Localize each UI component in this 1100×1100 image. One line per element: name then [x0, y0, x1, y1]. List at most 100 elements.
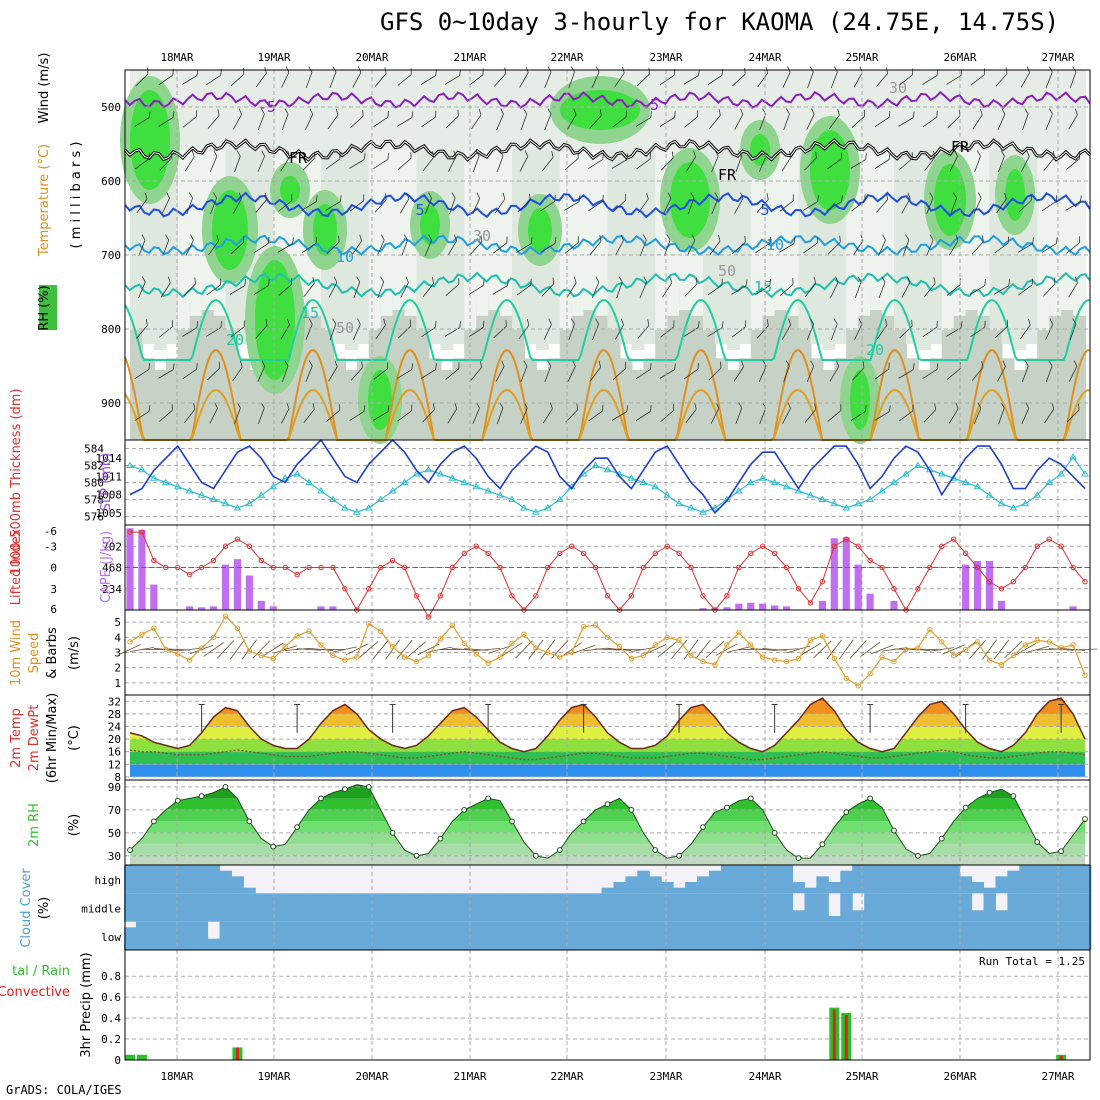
- wind-barb: [218, 361, 221, 369]
- rh-cell: [774, 70, 788, 150]
- cloud-cell-low: [1079, 921, 1092, 950]
- rh-cell: [655, 70, 669, 150]
- li-point: [724, 593, 730, 599]
- wind-barb: [614, 324, 624, 340]
- wind-barb: [783, 113, 790, 131]
- slp-line: [129, 438, 1086, 515]
- wind-barb: [1068, 114, 1078, 130]
- rh-cell: [201, 70, 215, 150]
- wind-barb: [997, 114, 1006, 130]
- wind-barb: [191, 150, 195, 157]
- wind-barb: [649, 152, 651, 159]
- precip-total-bar: [136, 1054, 147, 1060]
- cloud-cell-low: [541, 921, 555, 950]
- wind-barb: [787, 66, 791, 73]
- cloud-cell-middle: [135, 893, 149, 922]
- wind-barb-10m: [870, 644, 894, 655]
- wind-barb: [934, 403, 937, 410]
- li-point: [258, 557, 265, 564]
- wind-barb: [1053, 277, 1056, 284]
- wind-barb: [363, 153, 366, 160]
- wind-barb: [1024, 108, 1029, 115]
- wind-barb: [744, 67, 746, 75]
- wind-barb: [758, 155, 767, 173]
- wind-barb: [280, 156, 291, 172]
- rh-cell: [858, 150, 872, 316]
- rh-cell: [905, 70, 919, 150]
- wind-barb-10m: [993, 639, 1010, 660]
- wind-barb: [614, 72, 625, 88]
- wind-barb: [572, 360, 576, 367]
- wind-barb: [158, 369, 174, 379]
- wind-barb: [826, 201, 842, 211]
- date-label-bottom: 26MAR: [943, 1070, 976, 1083]
- wind-barb: [159, 410, 173, 422]
- cloud-cell-low: [911, 921, 925, 950]
- wind-barb: [332, 318, 337, 325]
- wind-barb: [350, 367, 363, 381]
- rh-cell: [870, 150, 884, 310]
- wind-barb: [851, 116, 865, 128]
- wind-barb: [287, 150, 291, 157]
- li-point: [939, 543, 945, 549]
- wind-barb: [983, 68, 985, 75]
- wind-barb: [835, 276, 839, 283]
- wind-barb: [733, 366, 744, 382]
- wind-barb: [519, 156, 529, 172]
- rh-cell: [344, 370, 358, 440]
- wind-barb: [635, 117, 651, 127]
- cloud-cell-high: [195, 865, 209, 894]
- wind-barb: [1049, 318, 1054, 325]
- wind-barb: [1045, 113, 1053, 131]
- rh-point: [127, 847, 133, 853]
- wind-barb: [305, 71, 313, 89]
- rh-point: [198, 793, 205, 799]
- wind-barb: [831, 323, 838, 341]
- wind-barb-10m: [488, 645, 512, 654]
- cloud-cell-middle: [756, 893, 770, 922]
- wind-barb: [428, 234, 432, 241]
- wind-barb: [830, 282, 839, 298]
- wind-barb: [972, 114, 983, 130]
- li-point: [927, 564, 933, 571]
- wind-barb: [811, 108, 815, 115]
- wind-speed-point: [974, 639, 981, 645]
- wind-barb: [599, 235, 602, 242]
- wind-barb: [691, 234, 696, 241]
- rh-cell: [798, 330, 812, 440]
- cloud-cell-low: [446, 921, 459, 950]
- wind-barb: [673, 320, 675, 327]
- li-point: [401, 564, 408, 571]
- cloud-cell-middle: [410, 893, 423, 922]
- cloud-cell-low: [601, 921, 614, 950]
- rh-cell: [595, 301, 609, 440]
- precip-total-bar: [125, 1054, 135, 1060]
- rh-cell: [464, 70, 478, 150]
- upper-air-ylabel-temp: Temperature (°C): [37, 144, 52, 257]
- wind-barb: [397, 117, 413, 127]
- rh-cell: [165, 358, 179, 440]
- wind-barb: [993, 285, 1009, 295]
- li-point: [210, 557, 217, 564]
- wind-barb-10m: [799, 642, 822, 657]
- cloud-cell-low: [1067, 921, 1080, 950]
- cloud-cell-high: [159, 865, 173, 894]
- cape-tick-label: 702: [102, 540, 122, 553]
- wind-barb: [302, 157, 316, 171]
- rh-cell: [977, 150, 991, 316]
- wind-barb: [1021, 365, 1029, 383]
- wind-barb: [802, 201, 818, 211]
- wind-barb-10m: [359, 641, 379, 658]
- cloud-cell-middle: [422, 893, 435, 922]
- wind-barb: [313, 151, 316, 158]
- cape-bar: [962, 564, 970, 610]
- wind-barb: [230, 326, 245, 338]
- wind-barb-10m: [860, 641, 881, 658]
- wind-barb: [697, 362, 699, 370]
- rh-cell: [977, 70, 991, 150]
- wind-barb: [929, 192, 934, 199]
- wind-barb: [878, 240, 886, 256]
- cloud-cell-low: [971, 921, 985, 950]
- cape-bar: [866, 593, 874, 610]
- wind-barb: [158, 326, 173, 338]
